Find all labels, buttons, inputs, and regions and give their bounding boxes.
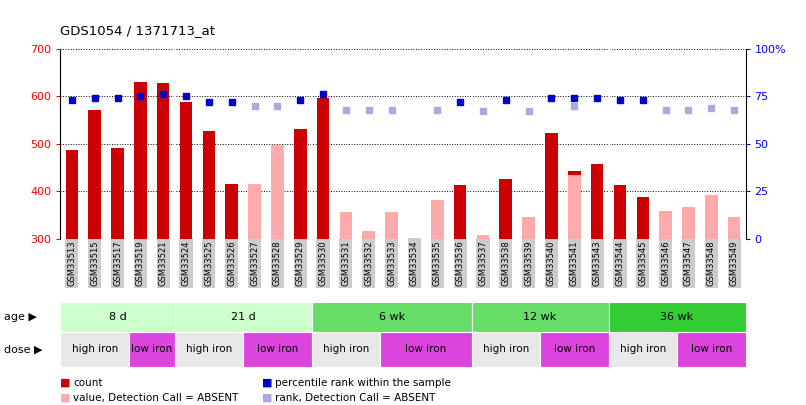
Text: ■: ■	[60, 393, 71, 403]
Bar	[60, 302, 175, 332]
Bar	[431, 200, 443, 239]
Text: high iron: high iron	[322, 344, 369, 354]
Bar	[157, 83, 169, 239]
Bar	[682, 207, 695, 239]
Bar	[60, 332, 129, 367]
Bar	[613, 185, 626, 239]
Bar	[89, 109, 101, 239]
Text: age ▶: age ▶	[4, 312, 37, 322]
Bar	[380, 332, 472, 367]
Bar	[180, 102, 193, 239]
Bar	[677, 332, 746, 367]
Text: 36 wk: 36 wk	[660, 312, 694, 322]
Text: low iron: low iron	[405, 344, 447, 354]
Text: high iron: high iron	[185, 344, 232, 354]
Bar	[476, 234, 489, 239]
Text: 6 wk: 6 wk	[379, 312, 405, 322]
Text: count: count	[73, 378, 103, 388]
Text: 12 wk: 12 wk	[523, 312, 557, 322]
Bar	[243, 332, 312, 367]
Text: ■: ■	[262, 378, 272, 388]
Bar	[454, 185, 467, 239]
Text: low iron: low iron	[131, 344, 172, 354]
Text: low iron: low iron	[257, 344, 298, 354]
Bar	[568, 175, 580, 239]
Text: value, Detection Call = ABSENT: value, Detection Call = ABSENT	[73, 393, 239, 403]
Bar	[248, 184, 261, 239]
Bar	[317, 98, 330, 239]
Bar	[705, 195, 717, 239]
Text: ■: ■	[262, 393, 272, 403]
Bar	[175, 332, 243, 367]
Bar	[339, 212, 352, 239]
Bar	[609, 332, 677, 367]
Bar	[591, 164, 604, 239]
Bar	[728, 217, 741, 239]
Bar	[312, 332, 380, 367]
Bar	[545, 133, 558, 239]
Text: 21 d: 21 d	[231, 312, 256, 322]
Bar	[134, 82, 147, 239]
Bar	[175, 302, 312, 332]
Bar	[363, 231, 375, 239]
Bar	[522, 217, 535, 239]
Bar	[472, 302, 609, 332]
Bar	[312, 302, 472, 332]
Bar	[659, 211, 672, 239]
Bar	[294, 130, 306, 239]
Bar	[500, 179, 512, 239]
Text: percentile rank within the sample: percentile rank within the sample	[275, 378, 451, 388]
Bar	[637, 197, 649, 239]
Bar	[202, 131, 215, 239]
Text: high iron: high iron	[483, 344, 529, 354]
Bar	[111, 147, 124, 239]
Bar	[568, 171, 580, 239]
Text: 8 d: 8 d	[109, 312, 127, 322]
Text: high iron: high iron	[620, 344, 666, 354]
Text: low iron: low iron	[691, 344, 732, 354]
Bar	[226, 184, 238, 239]
Text: GDS1054 / 1371713_at: GDS1054 / 1371713_at	[60, 24, 215, 37]
Text: dose ▶: dose ▶	[4, 344, 43, 354]
Bar	[271, 145, 284, 239]
Bar	[472, 332, 540, 367]
Text: low iron: low iron	[554, 344, 595, 354]
Bar	[65, 150, 78, 239]
Bar	[540, 332, 609, 367]
Text: ■: ■	[60, 378, 71, 388]
Text: high iron: high iron	[72, 344, 118, 354]
Bar	[609, 302, 746, 332]
Bar	[385, 212, 398, 239]
Bar	[129, 332, 175, 367]
Text: rank, Detection Call = ABSENT: rank, Detection Call = ABSENT	[275, 393, 435, 403]
